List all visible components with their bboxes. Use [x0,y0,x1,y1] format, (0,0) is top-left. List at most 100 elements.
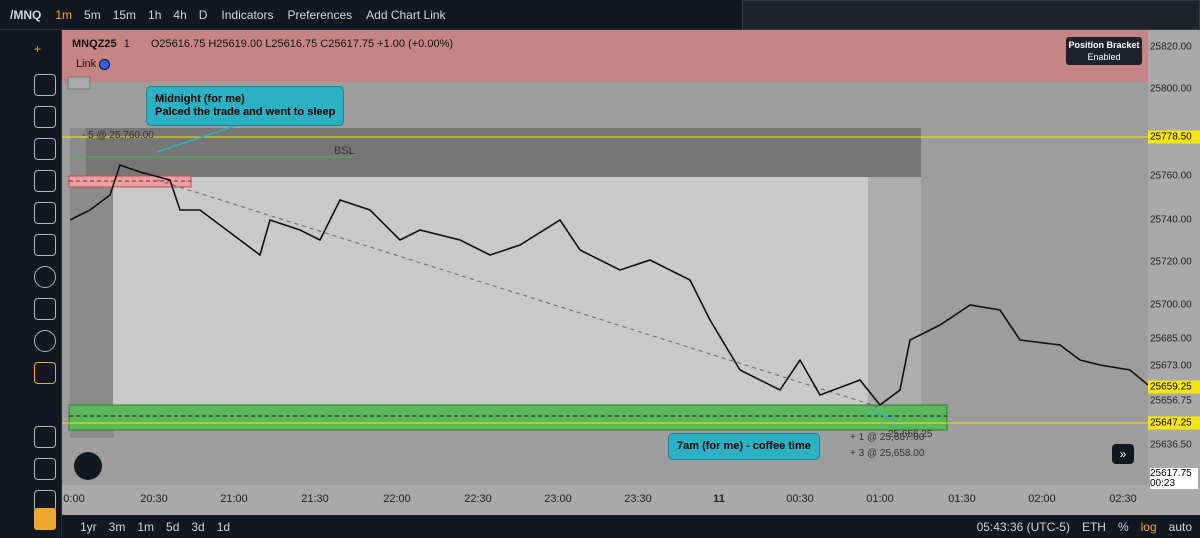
interval-button[interactable]: D [198,7,208,22]
log-button[interactable]: log [1140,519,1157,534]
legend-symbol[interactable]: MNQZ25 [72,38,117,50]
emoji-tool[interactable] [34,266,56,288]
red-zone [62,30,1148,82]
price-label: 00:23 [1150,478,1198,489]
range-button[interactable]: 1d [216,519,231,534]
time-axis: 0:00 20:30 21:00 21:30 22:00 22:30 23:00 23:30 1… [62,485,1148,515]
interval-button[interactable]: 15m [112,7,137,22]
symbol-search[interactable]: /MNQ [10,7,42,22]
note-pointer [871,409,898,423]
price-label: 25800.00 [1150,83,1192,95]
legend-interval: 1 [123,38,130,50]
add-chart-link-button[interactable]: Add Chart Link [366,7,446,22]
position-bracket[interactable]: Position Bracket Enabled [1066,37,1142,65]
crosshair-tool[interactable]: + [34,42,42,56]
interval-button[interactable]: 1h [148,7,162,22]
bsl-box [86,128,921,177]
text-tool[interactable] [34,234,56,256]
link-dot [99,58,111,70]
time-label: 00:30 [786,493,814,505]
price-label: 25659.25 [1148,380,1200,394]
session-box-edge [868,177,921,405]
price-label: 25820.00 [1150,41,1192,53]
chart-area[interactable]: MNQZ25 1 O25616.75 H25619.00 L25616.75 C… [62,30,1148,485]
lock-tool[interactable] [34,426,56,448]
scroll-right-button[interactable]: » [1112,444,1134,464]
order-label: + 3 @ 25,658.00 [850,448,925,459]
fib-tool[interactable] [34,106,56,128]
trend-dashed-line [156,179,883,409]
chart-canvas [62,30,1148,485]
target-zone [68,404,948,431]
time-label: 23:00 [544,493,572,505]
note-line: Palced the trade and went to sleep [155,106,336,118]
order-label: + 1 @ 25,657.00 [850,432,925,443]
visibility-tool[interactable] [34,458,56,480]
time-label: 21:00 [220,493,248,505]
price-label: 25673.00 [1150,360,1192,372]
bracket-status: Enabled [1087,52,1121,62]
interval-button[interactable]: 4h [173,7,187,22]
indicators-button[interactable]: Indicators [221,7,274,22]
tv-logo [74,452,102,480]
favorite-button[interactable] [34,508,56,530]
pattern-tool[interactable] [34,138,56,160]
left-toolbar: + [0,30,62,538]
note-pointer [156,121,248,153]
time-label: 21:30 [301,493,329,505]
bracket-title: Position Bracket [1068,40,1140,50]
note-midnight[interactable]: Midnight (for me) Palced the trade and w… [146,86,345,126]
price-axis: 25820.00 25800.00 25778.50 25760.00 25740.00… [1148,30,1200,515]
auto-button[interactable]: auto [1168,519,1192,534]
price-label: 25778.50 [1148,130,1200,144]
price-label: 25647.25 [1148,416,1200,430]
zoom-tool[interactable] [34,330,56,352]
time-label: 20:30 [140,493,168,505]
brush-tool[interactable] [34,202,56,224]
clock: 05:43:36 (UTC-5) [976,519,1070,534]
bsl-label: BSL [334,145,355,157]
time-label: 22:30 [464,493,492,505]
magnet-tool[interactable] [34,362,56,384]
price-line [69,163,1148,407]
collapse-button[interactable] [67,76,91,90]
price-label: 25685.00 [1150,333,1192,345]
drawing-toolbar [742,0,1200,30]
interval-button[interactable]: 1m [55,7,73,22]
price-label: 25656.75 [1150,395,1192,407]
time-label: 01:00 [866,493,894,505]
range-button[interactable]: 5d [166,519,180,534]
projection-tool[interactable] [34,170,56,192]
session-box [113,177,868,405]
link-label: Link [76,58,97,70]
interval-button[interactable]: 5m [84,7,101,22]
order-label: 25,656.25 [888,429,933,440]
price-label: 25720.00 [1150,256,1192,268]
ruler-tool[interactable] [34,298,56,320]
preferences-button[interactable]: Preferences [287,7,353,22]
time-label: 11 [713,493,725,505]
time-label: 01:30 [948,493,976,505]
trendline-tool[interactable] [34,74,56,96]
price-label: 25617.75 [1150,468,1198,479]
time-label: 02:00 [1028,493,1056,505]
legend-ohlc: O25616.75 H25619.00 L25616.75 C25617.75 … [150,38,454,50]
time-label: 22:00 [383,493,411,505]
range-button[interactable]: 1m [137,519,155,534]
link-indicator[interactable]: Link [76,58,111,70]
note-morning[interactable]: 7am (for me) - coffee time [668,433,820,460]
interval-group: 1m 5m 15m 1h 4h D [55,8,207,22]
percent-button[interactable]: % [1117,519,1129,534]
note-line: Midnight (for me) [155,93,245,105]
order-label: - 5 @ 25,760.00 [82,130,154,141]
range-button[interactable]: 3m [108,519,126,534]
price-label: 25740.00 [1150,214,1192,226]
range-button[interactable]: 1yr [80,519,97,534]
time-label: 0:00 [63,493,85,505]
session-button[interactable]: ETH [1081,519,1106,534]
range-button[interactable]: 3d [191,519,205,534]
time-label: 02:30 [1109,493,1137,505]
price-label: 25760.00 [1150,170,1192,182]
price-label: 25636.50 [1150,439,1192,451]
